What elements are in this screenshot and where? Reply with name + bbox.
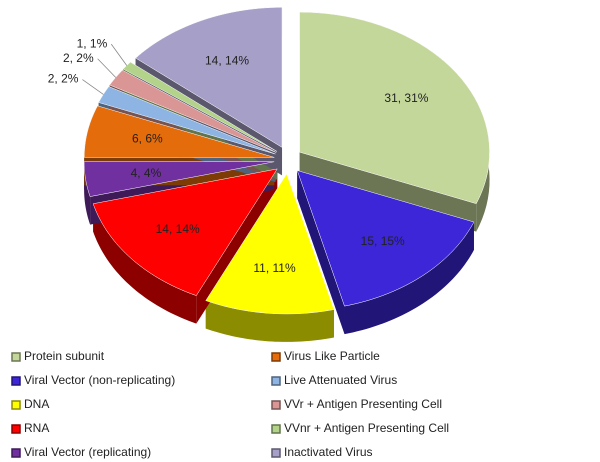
data-label: 2, 2% bbox=[63, 51, 94, 65]
legend-label: Live Attenuated Virus bbox=[284, 373, 397, 387]
legend-label: VVnr + Antigen Presenting Cell bbox=[284, 421, 449, 435]
legend-swatch bbox=[11, 376, 21, 386]
legend-label: Viral Vector (non-replicating) bbox=[24, 373, 175, 387]
data-label: 14, 14% bbox=[205, 53, 249, 67]
legend-label: Protein subunit bbox=[24, 349, 105, 363]
data-label: 2, 2% bbox=[48, 72, 79, 86]
slice-side bbox=[93, 203, 197, 324]
slice-side bbox=[205, 300, 334, 342]
slice-wall bbox=[297, 170, 345, 335]
legend-swatch bbox=[271, 352, 281, 362]
legend-swatch bbox=[271, 400, 281, 410]
legend-label: Inactivated Virus bbox=[284, 445, 373, 459]
legend-label: Virus Like Particle bbox=[284, 349, 380, 363]
leader-line bbox=[110, 43, 128, 66]
legend-label: RNA bbox=[24, 421, 49, 435]
slice bbox=[299, 11, 490, 204]
data-label: 15, 15% bbox=[361, 234, 405, 248]
slice bbox=[135, 7, 283, 148]
slice bbox=[205, 173, 335, 315]
legend-swatch bbox=[11, 400, 21, 410]
data-label: 6, 6% bbox=[132, 132, 163, 146]
leader-line bbox=[82, 79, 104, 95]
leader-line bbox=[97, 58, 117, 78]
legend-swatch bbox=[11, 424, 21, 434]
legend-label: VVr + Antigen Presenting Cell bbox=[284, 397, 442, 411]
slice-side bbox=[84, 161, 91, 225]
legend-swatch bbox=[271, 448, 281, 458]
data-label: 11, 11% bbox=[253, 261, 296, 275]
slice bbox=[83, 105, 275, 158]
legend-label: DNA bbox=[24, 397, 49, 411]
slice bbox=[296, 170, 475, 307]
slice-side bbox=[344, 222, 474, 335]
data-label: 31, 31% bbox=[384, 91, 428, 105]
legend-swatch bbox=[271, 376, 281, 386]
legend-swatch bbox=[11, 352, 21, 362]
legend-label: Viral Vector (replicating) bbox=[24, 445, 151, 459]
legend-swatch bbox=[11, 448, 21, 458]
data-label: 4, 4% bbox=[131, 166, 162, 180]
slice bbox=[92, 168, 278, 296]
slice bbox=[83, 161, 275, 197]
data-label: 1, 1% bbox=[77, 36, 108, 50]
data-label: 14, 14% bbox=[156, 222, 200, 236]
legend-swatch bbox=[271, 424, 281, 434]
